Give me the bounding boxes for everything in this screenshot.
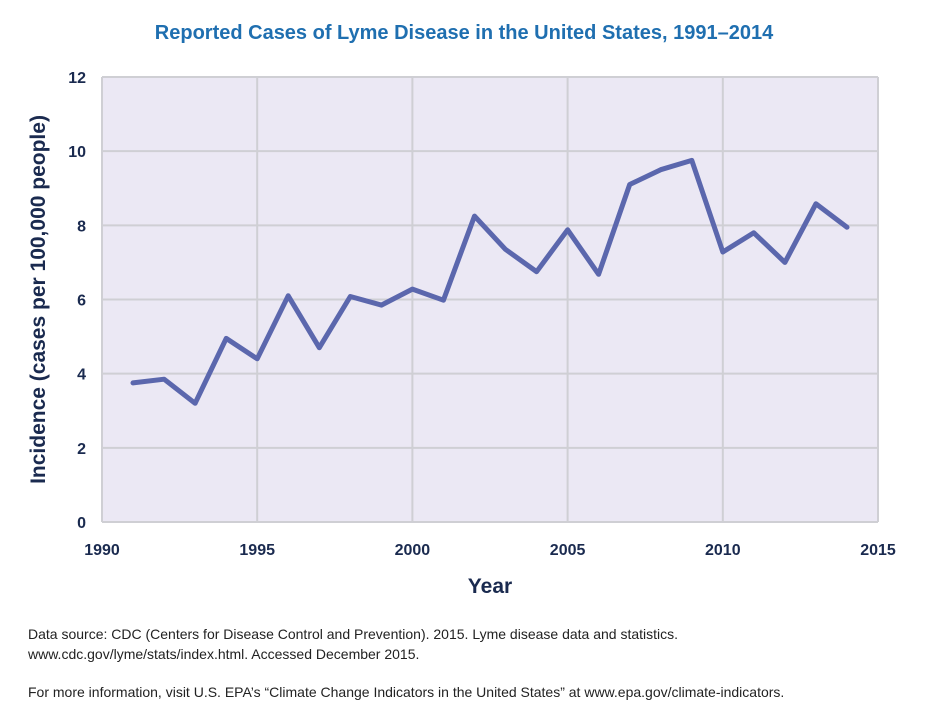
series-layer xyxy=(130,157,850,406)
line-chart: 0 2 4 6 8 10 12 1990 1995 2000 2005 2010 2015 Year I… xyxy=(27,70,896,598)
data-point xyxy=(161,377,167,382)
data-point xyxy=(844,224,850,230)
data-point xyxy=(410,286,415,292)
data-point xyxy=(130,380,136,386)
gridlines xyxy=(101,76,879,523)
y-tick-label: 10 xyxy=(68,144,86,161)
y-tick-label: 8 xyxy=(77,218,86,235)
data-point xyxy=(720,249,725,255)
tick-labels: 0 2 4 6 8 10 12 1990 1995 2000 2005 2010 2015 xyxy=(68,70,896,559)
data-point xyxy=(658,167,663,172)
y-tick-label: 12 xyxy=(68,70,86,87)
data-point xyxy=(596,272,601,277)
x-tick-label: 1990 xyxy=(84,542,120,559)
x-tick-label: 1995 xyxy=(239,542,275,559)
data-point xyxy=(534,269,539,274)
data-point xyxy=(286,293,291,298)
source-line-2: www.cdc.gov/lyme/stats/index.html. Acces… xyxy=(28,646,420,662)
y-tick-label: 6 xyxy=(77,293,86,310)
data-point xyxy=(751,230,757,235)
y-axis-label: Incidence (cases per 100,000 people) xyxy=(27,115,50,484)
y-tick-label: 0 xyxy=(77,515,86,532)
x-tick-label: 2000 xyxy=(395,542,431,559)
data-source-note: Data source: CDC (Centers for Disease Co… xyxy=(28,624,678,664)
source-line-1: Data source: CDC (Centers for Disease Co… xyxy=(28,626,679,642)
data-point xyxy=(503,247,508,252)
data-point xyxy=(441,298,446,303)
data-point xyxy=(317,345,322,350)
x-tick-label: 2015 xyxy=(860,542,896,559)
data-point xyxy=(782,260,788,265)
x-tick-label: 2010 xyxy=(705,542,741,559)
data-point xyxy=(689,158,694,163)
data-point xyxy=(472,213,477,219)
y-tick-label: 4 xyxy=(77,367,86,384)
chart-title: Reported Cases of Lyme Disease in the Un… xyxy=(154,22,774,44)
more-info-note: For more information, visit U.S. EPA’s “… xyxy=(28,684,785,700)
data-point xyxy=(255,356,260,362)
data-point xyxy=(348,294,353,299)
data-point xyxy=(192,401,198,406)
data-point xyxy=(813,201,819,207)
series-line xyxy=(130,157,850,406)
data-point xyxy=(379,302,384,308)
y-tick-label: 2 xyxy=(77,441,86,458)
data-point xyxy=(565,227,570,232)
x-axis-label: Year xyxy=(468,575,512,598)
x-tick-label: 2005 xyxy=(550,542,586,559)
data-point xyxy=(627,182,632,187)
data-point xyxy=(223,336,229,341)
